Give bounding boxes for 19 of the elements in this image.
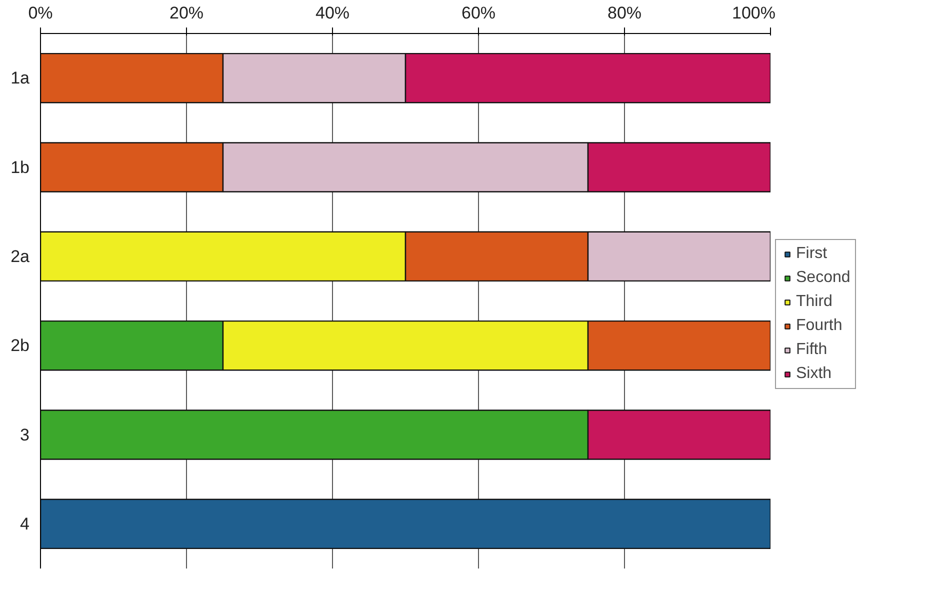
x-tick-label: 0% xyxy=(28,4,53,22)
y-tick-label: 1b xyxy=(10,158,30,177)
legend-label: Fourth xyxy=(796,317,842,335)
legend-label: Second xyxy=(796,269,850,287)
y-tick-label: 3 xyxy=(20,425,30,444)
legend-label: Third xyxy=(796,293,832,311)
x-tick-label: 100% xyxy=(732,4,776,22)
y-tick-label: 2a xyxy=(10,246,30,266)
y-tick-label: 2b xyxy=(10,336,30,356)
legend-label: Sixth xyxy=(796,365,832,383)
legend-label: Fifth xyxy=(796,341,828,359)
x-tick-label: 80% xyxy=(607,4,642,22)
bar xyxy=(40,498,770,550)
x-tick-label: 40% xyxy=(315,4,350,22)
x-tick-label: 60% xyxy=(461,4,496,22)
x-tick-label: 20% xyxy=(169,4,204,22)
y-tick-label: 1a xyxy=(10,68,30,88)
y-tick-label: 4 xyxy=(20,514,30,534)
legend-label: First xyxy=(796,245,828,263)
